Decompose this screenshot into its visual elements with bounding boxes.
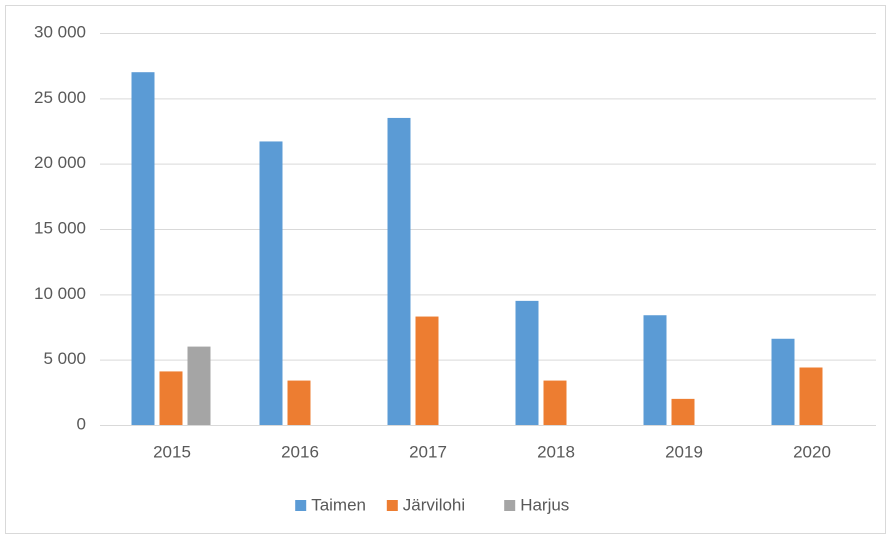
x-tick-label: 2016 xyxy=(281,442,319,461)
x-tick-label: 2017 xyxy=(409,442,447,461)
legend-swatch xyxy=(295,500,307,511)
y-tick-label: 30 000 xyxy=(34,22,86,41)
x-tick-label: 2015 xyxy=(153,442,191,461)
legend-swatch xyxy=(504,500,516,511)
legend-label: Harjus xyxy=(520,495,569,514)
y-tick-label: 10 000 xyxy=(34,284,86,303)
x-tick-label: 2020 xyxy=(793,442,831,461)
x-tick-label: 2019 xyxy=(665,442,703,461)
bar xyxy=(643,315,667,425)
bar xyxy=(287,380,311,425)
bar xyxy=(771,338,795,425)
bar xyxy=(387,117,411,425)
legend-swatch xyxy=(386,500,398,511)
bar xyxy=(159,371,183,425)
y-tick-label: 5 000 xyxy=(43,349,86,368)
bar xyxy=(259,141,283,425)
legend-label: Taimen xyxy=(311,495,366,514)
bar xyxy=(799,367,823,425)
bar xyxy=(187,346,211,425)
legend-label: Järvilohi xyxy=(403,495,465,514)
bar xyxy=(543,380,567,425)
bar xyxy=(415,316,439,425)
bar xyxy=(671,398,695,425)
x-tick-label: 2018 xyxy=(537,442,575,461)
bar xyxy=(515,300,539,425)
y-tick-label: 20 000 xyxy=(34,153,86,172)
y-tick-label: 15 000 xyxy=(34,218,86,237)
y-tick-label: 0 xyxy=(77,414,86,433)
y-tick-label: 25 000 xyxy=(34,88,86,107)
bar xyxy=(131,72,155,425)
